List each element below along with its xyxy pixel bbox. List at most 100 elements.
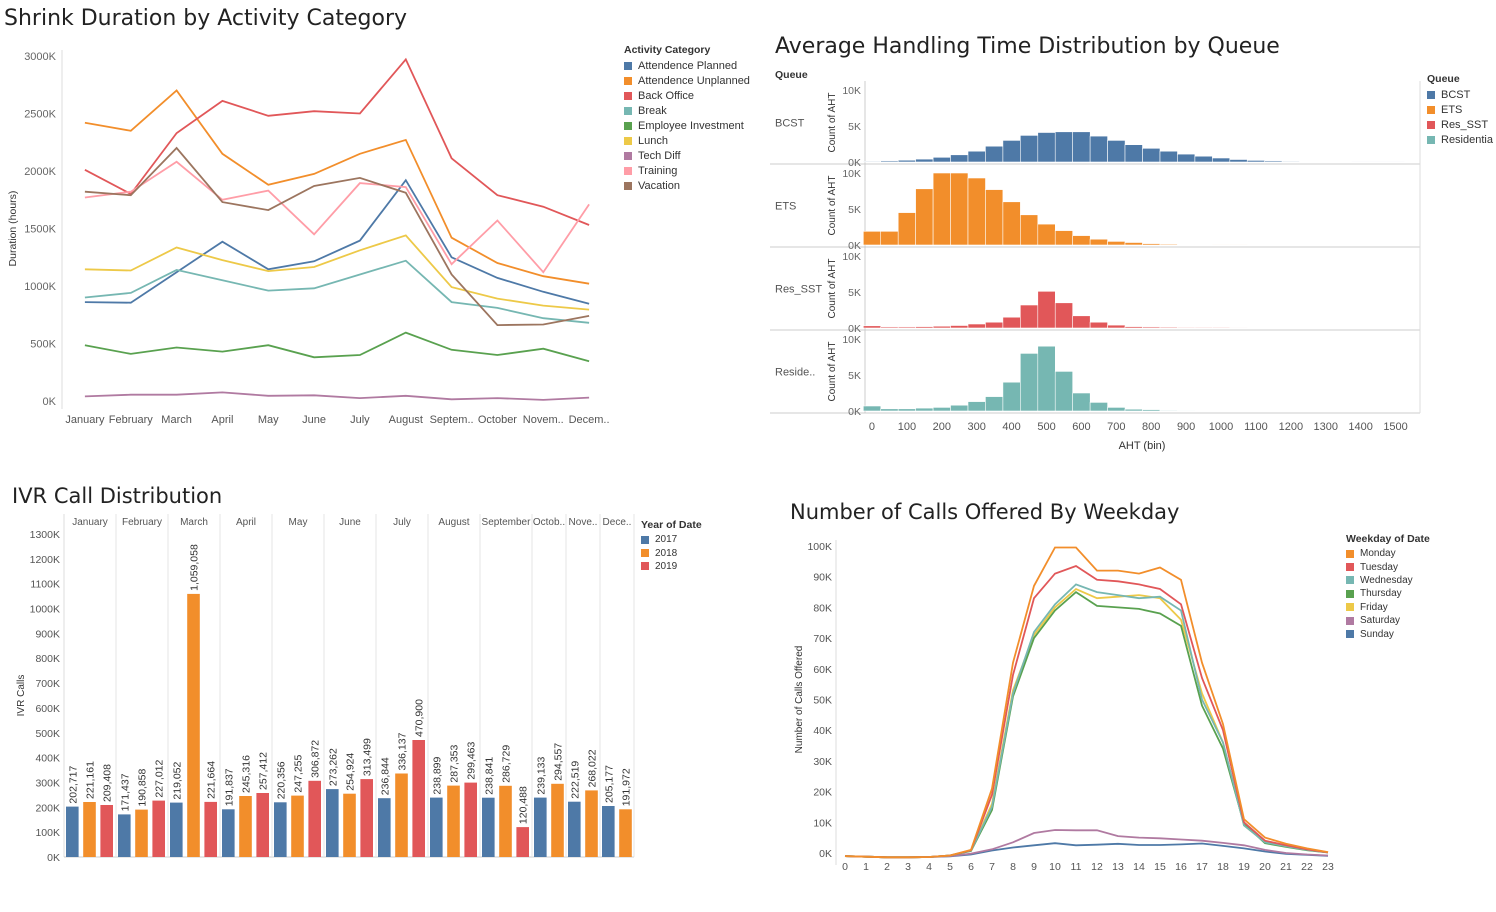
histogram-bar bbox=[897, 159, 916, 163]
x-tick-label: October bbox=[478, 414, 517, 426]
lg-ivr-item[interactable]: 2018 bbox=[641, 546, 702, 559]
lg-aht-item[interactable]: Res_SST bbox=[1427, 117, 1493, 132]
lg-shrink-item[interactable]: Employee Investment bbox=[624, 118, 750, 133]
histogram-bar bbox=[950, 154, 969, 163]
lg-aht-item[interactable]: ETS bbox=[1427, 102, 1493, 117]
lg-weekday-item[interactable]: Saturday bbox=[1346, 614, 1430, 627]
lg-weekday-item[interactable]: Wednesday bbox=[1346, 574, 1430, 587]
shrink-title: Shrink Duration by Activity Category bbox=[4, 6, 408, 31]
histogram-bar bbox=[985, 145, 1004, 163]
weekday-legend-title: Weekday of Date bbox=[1346, 533, 1430, 545]
y-tick-label: 5K bbox=[848, 204, 861, 216]
legend-swatch bbox=[1346, 616, 1354, 625]
x-tick-label: 600 bbox=[1072, 421, 1090, 433]
lg-shrink-item[interactable]: Back Office bbox=[624, 88, 750, 103]
x-tick-label: 100 bbox=[898, 421, 916, 433]
histogram-bar bbox=[932, 172, 951, 246]
lg-ivr-item[interactable]: 2019 bbox=[641, 560, 702, 573]
x-tick-label: 700 bbox=[1107, 421, 1125, 433]
ivr-bar bbox=[482, 797, 495, 857]
x-tick-label: July bbox=[350, 414, 370, 426]
histogram-bar bbox=[915, 407, 934, 412]
histogram-bar bbox=[1020, 353, 1039, 412]
legend-label: Sunday bbox=[1360, 628, 1394, 640]
histogram-bar bbox=[1142, 148, 1161, 163]
lg-weekday-item[interactable]: Monday bbox=[1346, 547, 1430, 560]
x-tick-label: April bbox=[211, 414, 233, 426]
x-tick-label: August bbox=[389, 414, 423, 426]
histogram-bar bbox=[932, 157, 951, 163]
histogram-bar bbox=[863, 405, 882, 412]
bar-value-label: 191,837 bbox=[223, 768, 235, 806]
bar-value-label: 306,872 bbox=[310, 740, 322, 778]
lg-ivr-item[interactable]: 2017 bbox=[641, 533, 702, 546]
ivr-bar bbox=[395, 773, 408, 857]
histogram-bar bbox=[1037, 132, 1056, 163]
histogram-bar bbox=[1089, 135, 1108, 163]
lg-shrink-item[interactable]: Attendence Unplanned bbox=[624, 73, 750, 88]
shrink-legend: Activity Category Attendence Planned Atte… bbox=[624, 44, 750, 193]
histogram-bar bbox=[1072, 235, 1091, 246]
histogram-bar bbox=[1211, 157, 1231, 163]
ivr-bar bbox=[152, 800, 165, 857]
bar-value-label: 220,356 bbox=[275, 761, 287, 799]
histogram-bar bbox=[1054, 302, 1074, 329]
lg-weekday-item[interactable]: Sunday bbox=[1346, 627, 1430, 640]
y-tick-label: 0K bbox=[848, 323, 861, 335]
histogram-bar bbox=[863, 325, 882, 329]
lg-shrink-item[interactable]: Training bbox=[624, 163, 750, 178]
x-tick-label: 8 bbox=[1010, 861, 1016, 873]
series-line-training bbox=[84, 160, 590, 274]
x-tick-label: 5 bbox=[947, 861, 953, 873]
lg-shrink-item[interactable]: Lunch bbox=[624, 133, 750, 148]
x-axis-label: AHT (bin) bbox=[1119, 440, 1166, 452]
lg-shrink-item[interactable]: Tech Diff bbox=[624, 148, 750, 163]
legend-swatch bbox=[624, 136, 632, 145]
series-line-lunch bbox=[84, 234, 590, 311]
legend-swatch bbox=[641, 535, 649, 544]
lg-shrink-item[interactable]: Attendence Planned bbox=[624, 58, 750, 73]
row-label: Res_SST bbox=[775, 284, 822, 296]
bar-value-label: 247,255 bbox=[293, 754, 305, 792]
histogram-bar bbox=[967, 401, 986, 412]
lg-aht-item[interactable]: BCST bbox=[1427, 87, 1493, 102]
bar-value-label: 171,437 bbox=[119, 773, 131, 811]
histogram-bar bbox=[1089, 238, 1108, 246]
ivr-bar bbox=[187, 593, 200, 857]
lg-weekday-item[interactable]: Friday bbox=[1346, 601, 1430, 614]
bar-value-label: 236,844 bbox=[379, 757, 391, 795]
ivr-bar bbox=[430, 797, 443, 857]
bar-value-label: 202,717 bbox=[67, 765, 79, 803]
legend-label: ETS bbox=[1441, 103, 1463, 116]
legend-swatch bbox=[641, 562, 649, 571]
y-tick-label: 5K bbox=[848, 287, 861, 299]
y-axis-label: Count of AHT bbox=[827, 175, 838, 235]
y-tick-label: 0K bbox=[848, 240, 861, 252]
ivr-chart: 0K 100K 200K 300K 400K 500K 600K 700K 800K 900K 10… bbox=[16, 514, 635, 864]
lg-shrink-item[interactable]: Break bbox=[624, 103, 750, 118]
lg-aht-item[interactable]: Residentia bbox=[1427, 132, 1493, 147]
legend-label: 2017 bbox=[655, 534, 678, 546]
x-tick-label: 500 bbox=[1037, 421, 1055, 433]
y-tick-label: 0K bbox=[819, 848, 832, 860]
lg-shrink-item[interactable]: Vacation bbox=[624, 178, 750, 193]
bar-value-label: 222,519 bbox=[569, 761, 581, 799]
bar-value-label: 287,353 bbox=[449, 744, 461, 782]
lg-weekday-item[interactable]: Thursday bbox=[1346, 587, 1430, 600]
ivr-bar bbox=[222, 809, 235, 857]
histogram-bar bbox=[950, 404, 969, 412]
weekday-title: Number of Calls Offered By Weekday bbox=[790, 500, 1180, 524]
histogram-bar bbox=[1159, 150, 1178, 163]
x-tick-label: 19 bbox=[1238, 861, 1250, 873]
x-tick-label: 23 bbox=[1322, 861, 1334, 873]
legend-swatch bbox=[624, 181, 632, 190]
legend-label: Tuesday bbox=[1360, 561, 1398, 573]
histogram-bar bbox=[880, 326, 899, 329]
histogram-bar bbox=[1159, 243, 1178, 246]
lg-weekday-item[interactable]: Tuesday bbox=[1346, 560, 1430, 573]
histogram-bar bbox=[967, 150, 986, 163]
histogram-bar bbox=[880, 160, 899, 163]
ivr-bar bbox=[516, 827, 529, 857]
y-tick-label: 300K bbox=[35, 777, 60, 789]
histogram-bar bbox=[1194, 155, 1213, 163]
